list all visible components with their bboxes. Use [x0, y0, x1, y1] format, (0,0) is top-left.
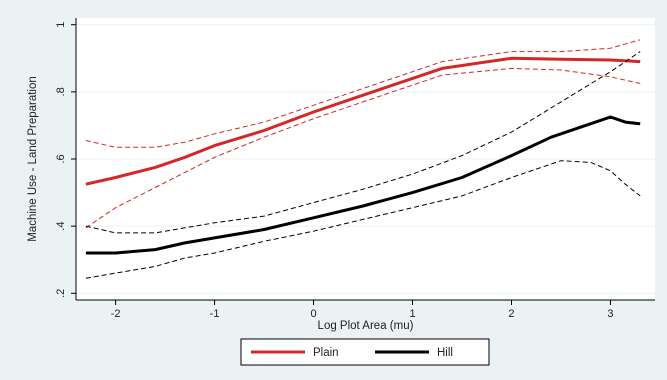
series-line-3 — [85, 115, 641, 255]
x-tick-label-5: 3 — [607, 308, 613, 320]
series-line-5 — [85, 160, 641, 279]
x-tick-label-4: 2 — [508, 308, 514, 320]
x-tick-label-2: 0 — [310, 308, 316, 320]
x-axis-title: Log Plot Area (mu) — [318, 320, 414, 332]
axes-layer: .2 .4 .6 .8 1 -2 -1 0 1 2 3 — [55, 18, 655, 320]
x-tick-label-1: -1 — [210, 308, 220, 320]
y-tick-label-3: .8 — [55, 87, 67, 96]
legend-label-0: Plain — [313, 347, 339, 359]
series-line-0 — [85, 56, 641, 186]
legend: Plain Hill — [240, 338, 490, 366]
legend-label-1: Hill — [437, 347, 453, 359]
y-tick-label-4: 1 — [55, 22, 67, 28]
y-tick-label-2: .6 — [55, 154, 67, 163]
x-tick-label-0: -2 — [111, 308, 121, 320]
y-axis-title: Machine Use - Land Preparation — [27, 76, 39, 242]
y-tick-label-0: .2 — [55, 289, 67, 298]
grid-layer — [76, 24, 655, 294]
series-line-4 — [85, 51, 641, 234]
series-line-1 — [85, 39, 641, 148]
series-layer — [85, 39, 641, 279]
series-line-2 — [85, 67, 641, 229]
x-tick-label-3: 1 — [409, 308, 415, 320]
y-tick-label-1: .4 — [55, 222, 67, 231]
